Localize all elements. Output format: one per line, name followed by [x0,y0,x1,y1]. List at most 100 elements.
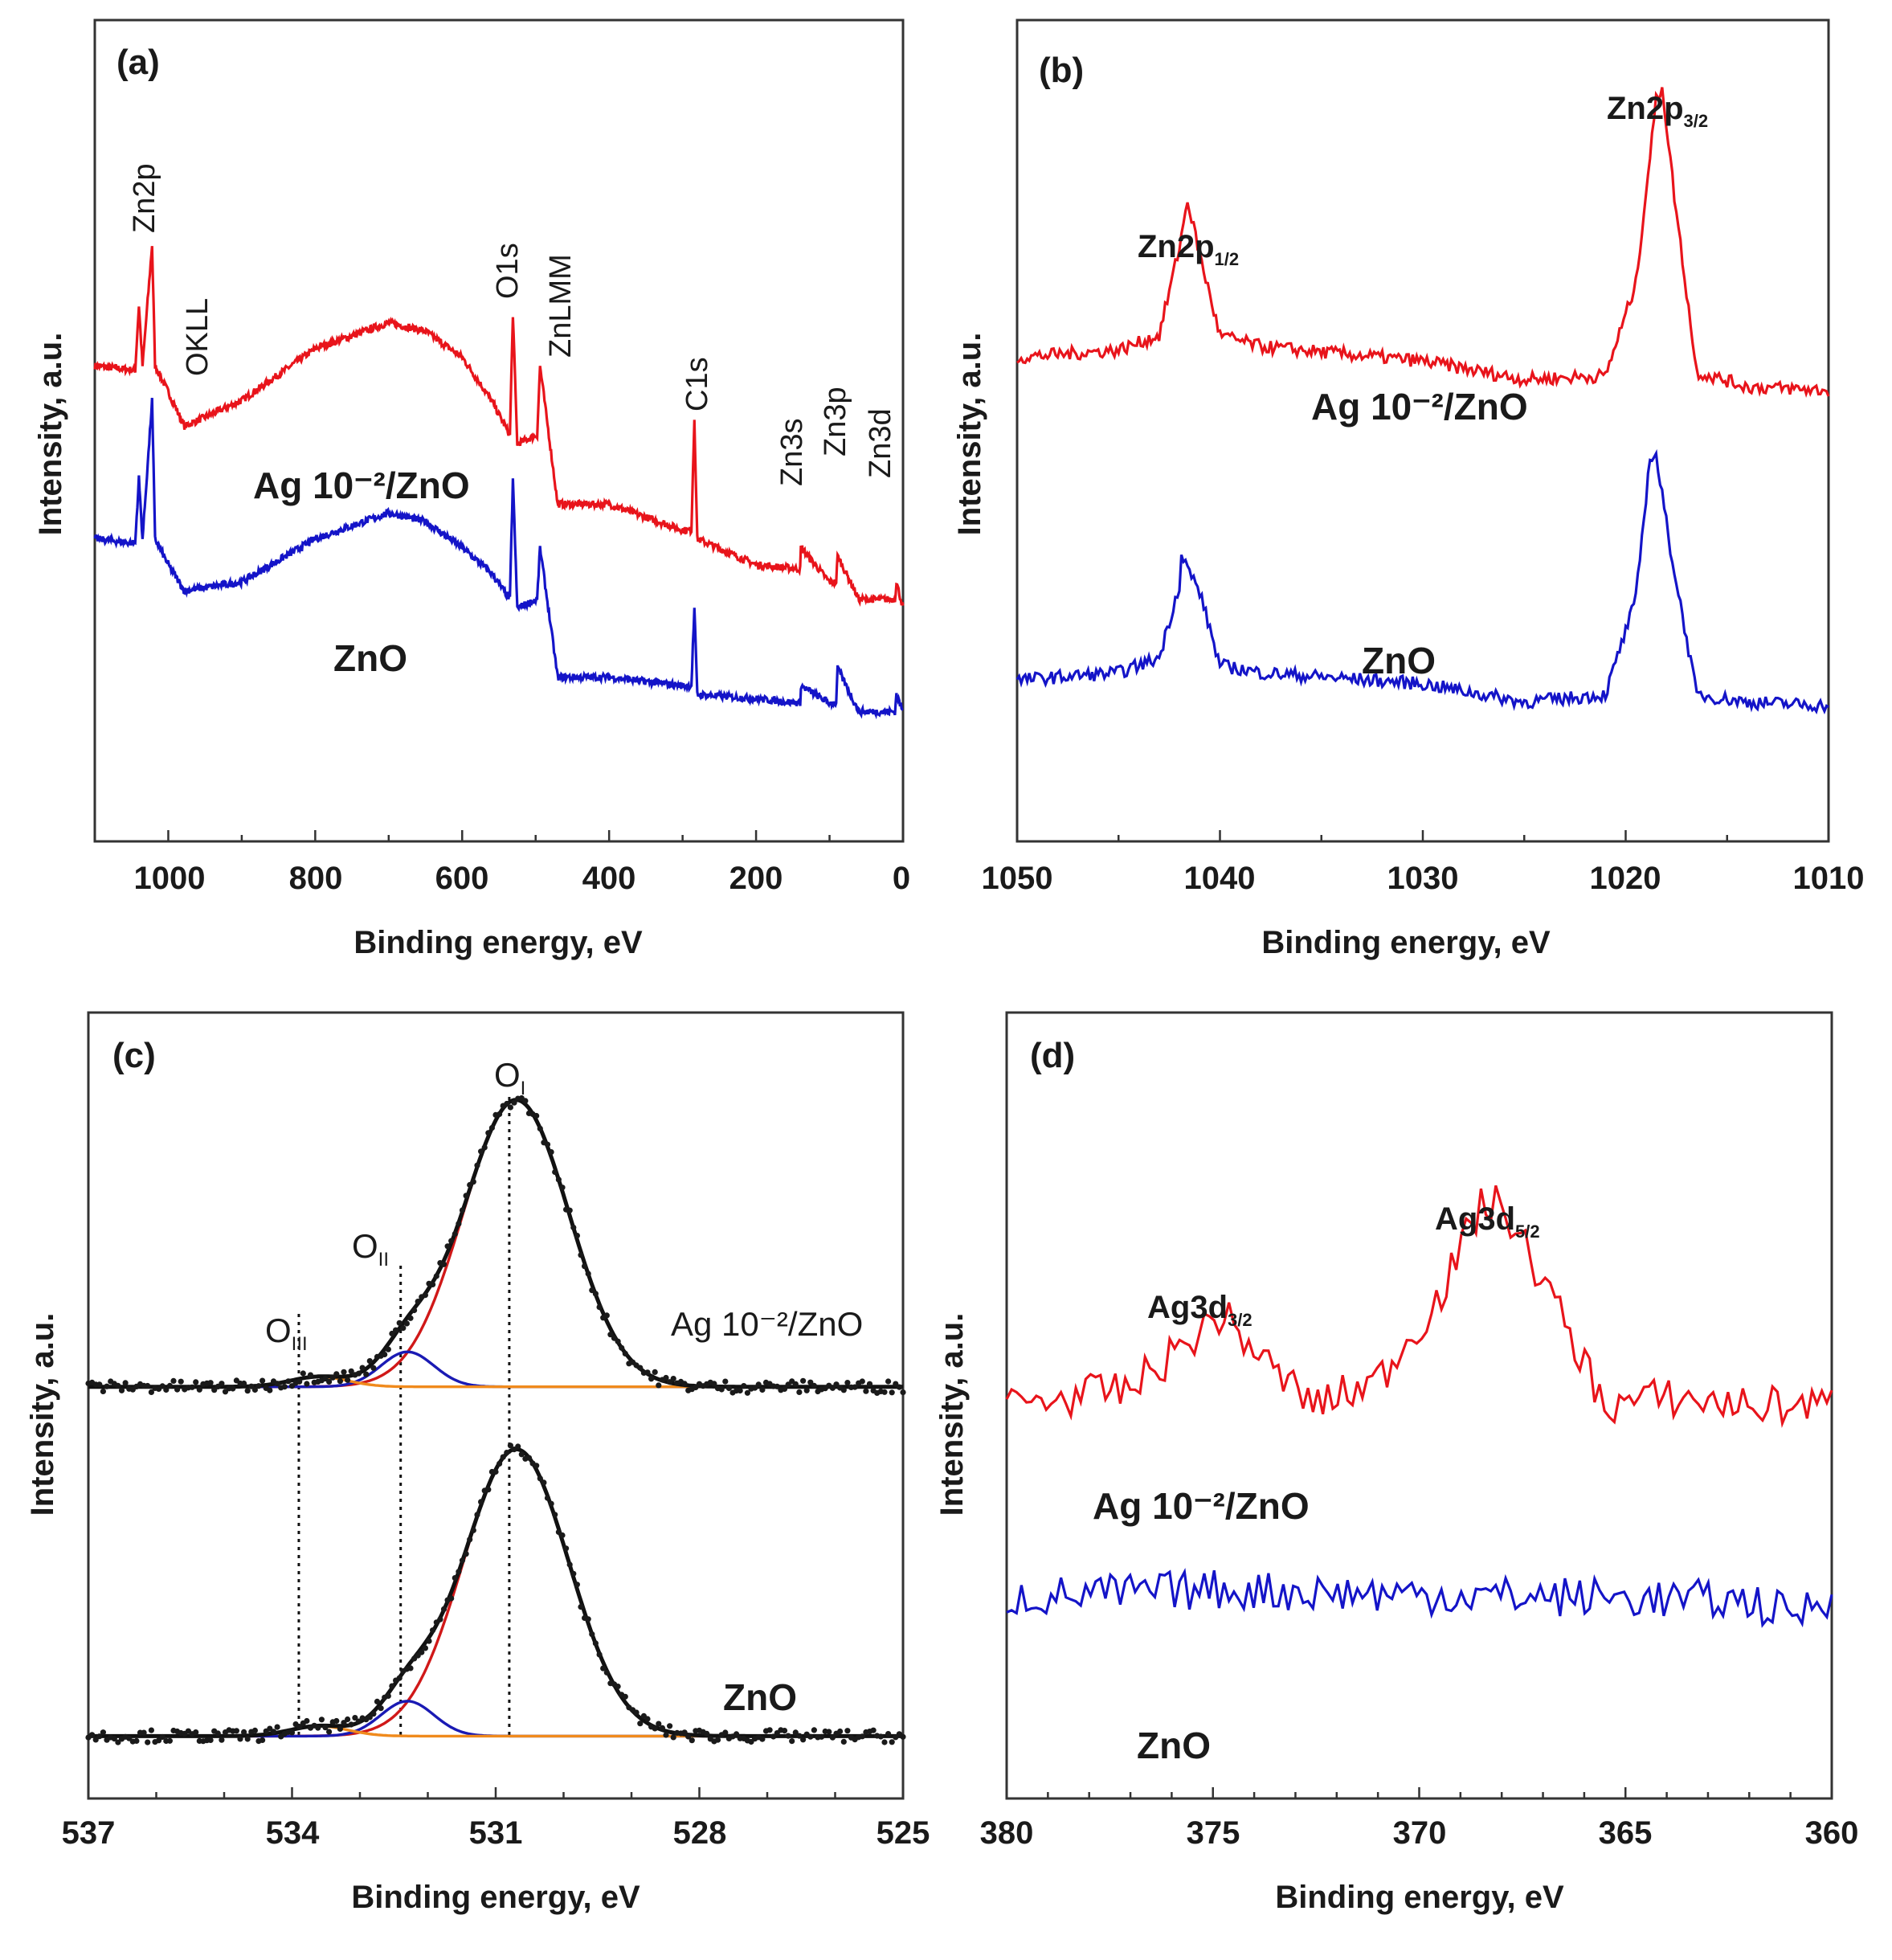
data-point [789,1738,795,1745]
panel-c-letter: (c) [112,1036,156,1075]
panel-c-label-oiii: OIII [265,1311,308,1355]
data-point [759,1386,766,1393]
data-point [193,1729,199,1736]
data-point [341,1720,347,1726]
data-point [900,1389,906,1396]
data-point [615,1684,621,1690]
data-point [770,1733,777,1740]
data-point [829,1734,836,1741]
data-point [385,1692,391,1699]
data-point [141,1729,147,1736]
data-point [667,1723,673,1729]
data-point [470,1179,476,1185]
data-point [96,1733,103,1740]
data-point [785,1733,791,1739]
data-point [622,1693,628,1700]
panel-d-letter: (d) [1030,1036,1075,1075]
data-point [511,1099,517,1106]
data-point [807,1379,814,1385]
data-point [470,1527,476,1533]
panel-a-tick-label: 0 [893,861,910,896]
data-point [755,1381,762,1388]
panel-a-y-axis-title: Intensity, a.u. [33,333,68,536]
data-point [251,1727,258,1733]
peak-subscript: 1/2 [1215,249,1240,269]
panel-b-frame [1015,18,1830,843]
data-point [193,1379,199,1385]
panel-d-tick-label: 375 [1187,1815,1240,1851]
panel-b-peak-zn2p-threehalf: Zn2p3/2 [1607,91,1708,131]
data-point [837,1728,844,1735]
data-point [337,1378,343,1385]
data-point [345,1716,351,1723]
panel-a-frame [93,18,905,843]
data-point [474,1162,480,1168]
data-point [711,1381,717,1387]
data-point [355,1370,362,1377]
data-point [207,1737,214,1743]
data-point [170,1377,177,1384]
data-point [781,1385,788,1392]
panel-a-peak-zn2p: Zn2p [128,163,161,233]
panel-b-tick-label: 1010 [1793,861,1865,896]
data-point [341,1369,347,1375]
panel-a-peak-o1s: O1s [491,243,525,299]
data-point [507,1104,514,1111]
data-point [496,1460,503,1467]
data-point [389,1330,395,1337]
panel-c-data-points [85,1095,906,1745]
panel-d-peak-ag3d-32: Ag3d3/2 [1147,1290,1252,1330]
data-point [796,1733,803,1739]
panel-b-tick-label: 1040 [1184,861,1256,896]
data-point [722,1729,729,1736]
data-point [400,1325,407,1332]
data-point [148,1727,154,1733]
data-point [348,1721,354,1728]
data-point [866,1381,873,1387]
data-point [378,1705,384,1712]
data-point [548,1149,554,1156]
data-point [448,1238,455,1244]
data-point [348,1368,354,1374]
data-point [578,1252,584,1258]
data-point [574,1582,581,1588]
data-point [259,1737,266,1743]
panel-b-series-zno [1015,448,1829,715]
data-point [111,1736,117,1742]
data-point [396,1675,403,1681]
label-main: O [494,1056,521,1094]
data-point [448,1595,455,1602]
panel-a-tick-label: 800 [289,861,343,896]
panel-b-series-ag-zno [1016,87,1830,398]
data-point [296,1724,303,1730]
data-point [548,1500,554,1507]
data-point [296,1378,303,1385]
data-point [452,1575,458,1582]
data-point [156,1737,162,1744]
data-point [570,1224,577,1231]
data-point [704,1730,710,1737]
data-point [859,1733,865,1740]
data-point [237,1736,243,1742]
data-point [241,1380,247,1387]
data-point [637,1365,644,1371]
data-point [370,1365,377,1371]
data-point [481,1144,488,1151]
component-fit-curve [88,1098,903,1389]
data-point [307,1372,314,1378]
data-point [900,1733,906,1740]
data-point [492,1468,499,1475]
data-point [792,1729,799,1736]
panel-c-tick-label: 525 [877,1815,930,1851]
data-point [485,1130,492,1136]
data-point [407,1315,414,1321]
data-point [541,1479,547,1486]
data-point [656,1721,662,1727]
data-point [570,1570,577,1577]
data-point [159,1383,165,1389]
data-point [393,1327,399,1333]
data-point [515,1443,521,1450]
data-point [863,1388,869,1394]
data-point [644,1716,651,1722]
